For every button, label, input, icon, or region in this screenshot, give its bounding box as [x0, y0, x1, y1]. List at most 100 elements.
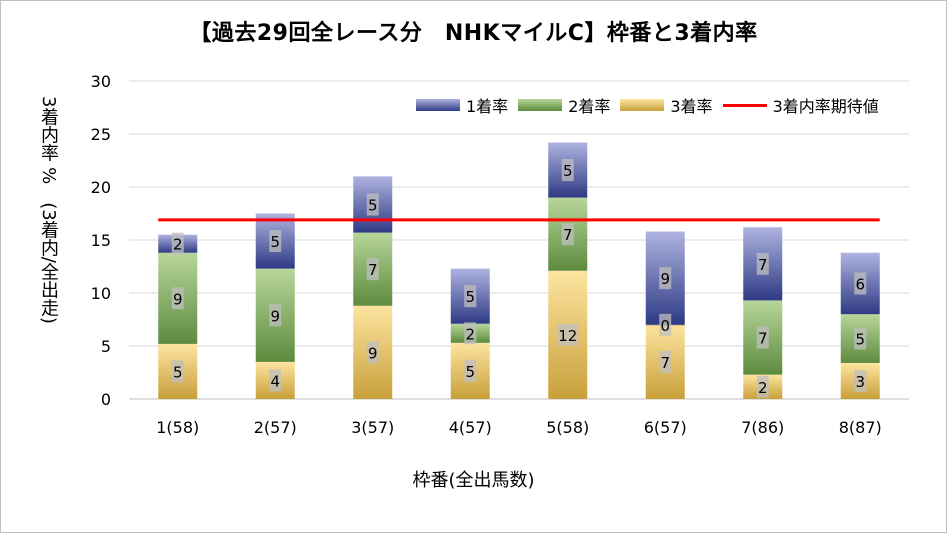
- data-label-box: [756, 252, 769, 275]
- data-label: 7: [758, 256, 768, 274]
- data-label-box: [171, 360, 184, 383]
- data-label-box: [659, 313, 672, 336]
- chart-title: 【過去29回全レース分 NHKマイルC】枠番と3着内率: [189, 21, 758, 46]
- bar-segment: [158, 343, 198, 399]
- data-label-box: [854, 369, 867, 392]
- data-label-box: [269, 230, 282, 253]
- legend-label-expected: 3着内率期待値: [772, 97, 879, 116]
- bar-segment: [255, 268, 295, 362]
- y-tick-label: 25: [91, 125, 111, 144]
- x-tick-label: 1(58): [156, 418, 199, 437]
- x-tick-label: 3(57): [351, 418, 394, 437]
- legend-item-expected: 3着内率期待値: [722, 93, 879, 117]
- data-label: 2: [465, 325, 475, 343]
- x-tick-label: 6(57): [644, 418, 687, 437]
- data-label: 9: [368, 344, 378, 362]
- bar-segment: [353, 176, 393, 233]
- bar-segment: [158, 252, 198, 344]
- data-label-box: [561, 223, 574, 246]
- bar-segment: [353, 232, 393, 306]
- data-label: 9: [270, 307, 280, 325]
- legend-item-1st: 1着率: [416, 93, 508, 117]
- bar-segment: [353, 305, 393, 399]
- data-label: 2: [758, 379, 768, 397]
- legend-swatch-expected: [722, 103, 767, 107]
- data-label-box: [366, 193, 379, 216]
- data-label: 7: [563, 226, 573, 244]
- data-label-box: [756, 326, 769, 349]
- data-label: 5: [270, 233, 280, 251]
- bar-segment: [743, 227, 783, 301]
- y-tick-label: 30: [91, 72, 111, 91]
- bar-segment: [743, 374, 783, 399]
- data-label-box: [269, 304, 282, 327]
- x-tick-label: 7(86): [741, 418, 784, 437]
- x-axis-label: 枠番(全出馬数): [412, 470, 535, 491]
- data-label: 9: [660, 270, 670, 288]
- bar-segment: [645, 324, 685, 399]
- data-label-box: [464, 285, 477, 308]
- y-tick-label: 5: [101, 337, 111, 356]
- legend: 1着率 2着率 3着率 3着内率期待値: [416, 93, 879, 117]
- data-label: 3: [855, 373, 865, 391]
- legend-label-1st: 1着率: [466, 97, 509, 116]
- data-label: 5: [368, 196, 378, 214]
- data-label: 5: [563, 162, 573, 180]
- x-tick-label: 4(57): [449, 418, 492, 437]
- legend-item-3rd: 3着率: [620, 93, 713, 117]
- data-label-box: [854, 272, 867, 295]
- data-label-box: [269, 369, 282, 392]
- bar-segment: [255, 361, 295, 399]
- bar-segment: [743, 300, 783, 375]
- y-axis-label: 3着内率 % (3着内/全出走): [38, 96, 59, 324]
- data-label: 12: [558, 327, 577, 345]
- y-tick-label: 20: [91, 178, 111, 197]
- legend-label-3rd: 3着率: [670, 97, 713, 116]
- x-tick-label: 8(87): [839, 418, 882, 437]
- legend-label-2nd: 2着率: [568, 97, 611, 116]
- legend-swatch-3rd: [620, 99, 665, 111]
- y-tick-label: 15: [91, 231, 111, 250]
- bar-segment: [645, 231, 685, 325]
- bar-segment: [645, 324, 685, 326]
- data-label: 0: [660, 317, 670, 335]
- legend-swatch-1st: [416, 99, 460, 111]
- data-label-box: [561, 159, 574, 182]
- data-label: 5: [855, 331, 865, 349]
- bar-segment: [548, 197, 588, 271]
- data-label-box: [659, 267, 672, 290]
- bar-segment: [840, 314, 880, 363]
- legend-item-2nd: 2着率: [518, 93, 610, 117]
- bar-segment: [255, 213, 295, 269]
- data-label-box: [171, 232, 184, 255]
- data-label: 6: [855, 275, 865, 293]
- data-label: 9: [173, 290, 183, 308]
- data-label-box: [464, 359, 477, 382]
- data-label: 5: [465, 363, 475, 381]
- data-label: 5: [465, 288, 475, 306]
- bar-segment: [548, 142, 588, 198]
- data-label-box: [756, 375, 769, 398]
- bar-segment: [840, 362, 880, 399]
- data-label-box: [366, 341, 379, 364]
- bar-segment: [450, 323, 490, 343]
- data-label-box: [171, 287, 184, 310]
- data-label: 7: [758, 330, 768, 348]
- legend-swatch-2nd: [518, 99, 563, 111]
- data-label-box: [464, 322, 477, 345]
- data-label: 5: [173, 363, 183, 381]
- y-tick-label: 10: [91, 284, 111, 303]
- data-label-box: [366, 258, 379, 281]
- data-label: 2: [173, 236, 183, 254]
- y-tick-label: 0: [101, 390, 111, 409]
- data-label: 7: [368, 261, 378, 279]
- data-label-box: [557, 323, 578, 346]
- bar-segment: [450, 268, 490, 324]
- data-label: 4: [270, 372, 280, 390]
- bar-segment: [840, 252, 880, 315]
- bar-segment: [158, 234, 198, 253]
- data-label-box: [659, 350, 672, 373]
- bar-segment: [548, 270, 588, 399]
